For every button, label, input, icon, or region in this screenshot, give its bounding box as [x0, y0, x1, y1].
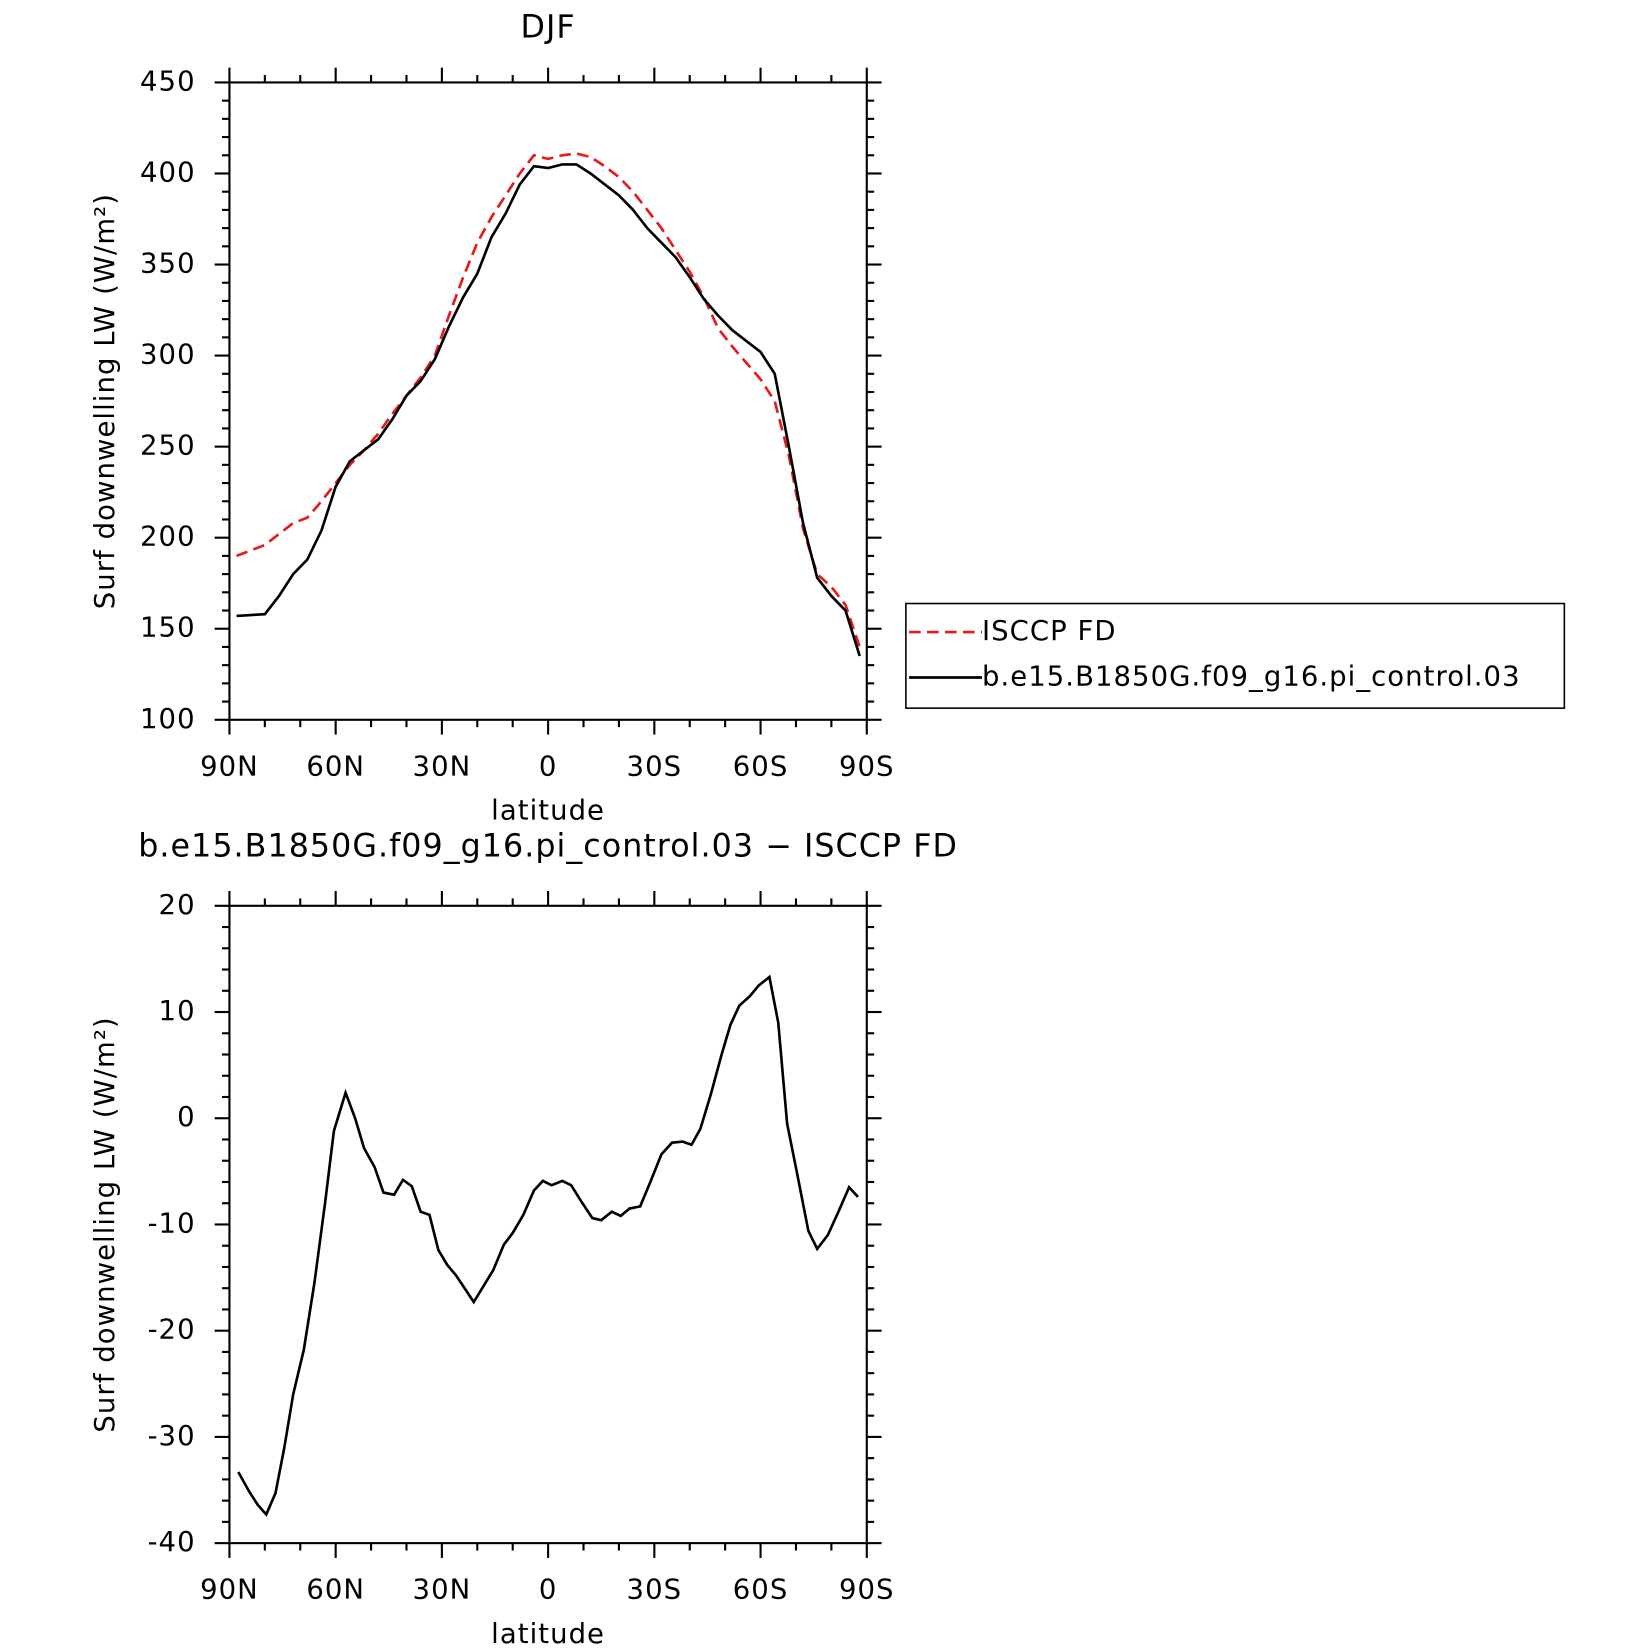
y-axis-label: Surf downwelling LW (W/m²) — [89, 193, 121, 609]
y-tick-label: 200 — [140, 521, 196, 553]
plot-frame — [228, 904, 868, 1545]
x-tick-label: 60N — [306, 1574, 365, 1606]
y-tick-label: -10 — [148, 1207, 196, 1239]
y-tick-label: 150 — [140, 612, 196, 644]
x-tick-label: 30S — [627, 1574, 683, 1606]
y-tick-label: 250 — [140, 430, 196, 462]
y-tick-label: 0 — [177, 1101, 196, 1133]
y-tick-label: -40 — [148, 1526, 196, 1558]
x-tick-label: 90N — [200, 750, 259, 782]
x-tick-label: 30N — [413, 750, 472, 782]
y-tick-label: 100 — [140, 703, 196, 735]
chart-title: b.e15.B1850G.f09_g16.pi_control.03 − ISC… — [138, 829, 958, 865]
x-axis-label: latitude — [491, 795, 605, 827]
x-tick-label: 90N — [200, 1574, 259, 1606]
x-tick-label: 60S — [733, 1574, 789, 1606]
x-tick-label: 90S — [839, 1574, 895, 1606]
y-tick-label: 300 — [140, 339, 196, 371]
x-tick-label: 60S — [733, 750, 789, 782]
legend-label: ISCCP FD — [982, 615, 1117, 647]
x-axis-label: latitude — [491, 1618, 605, 1650]
y-tick-label: 350 — [140, 248, 196, 280]
data-line — [236, 152, 861, 648]
y-tick-label: 10 — [159, 995, 196, 1027]
x-tick-label: 30N — [413, 1574, 472, 1606]
y-tick-label: -20 — [148, 1314, 196, 1346]
x-tick-label: 90S — [839, 750, 895, 782]
x-tick-label: 0 — [539, 1574, 558, 1606]
plot-frame — [228, 81, 868, 721]
y-tick-label: -30 — [148, 1420, 196, 1452]
legend-label: b.e15.B1850G.f09_g16.pi_control.03 — [982, 660, 1521, 692]
x-tick-label: 0 — [539, 750, 558, 782]
data-line — [236, 163, 861, 657]
x-tick-label: 60N — [306, 750, 365, 782]
y-tick-label: 450 — [140, 65, 196, 97]
y-tick-label: 20 — [159, 889, 196, 921]
y-axis-label: Surf downwelling LW (W/m²) — [89, 1016, 121, 1432]
legend-box — [905, 602, 1566, 709]
chart-title: DJF — [521, 10, 576, 46]
x-tick-label: 30S — [627, 750, 683, 782]
y-tick-label: 400 — [140, 156, 196, 188]
data-line — [237, 974, 859, 1517]
